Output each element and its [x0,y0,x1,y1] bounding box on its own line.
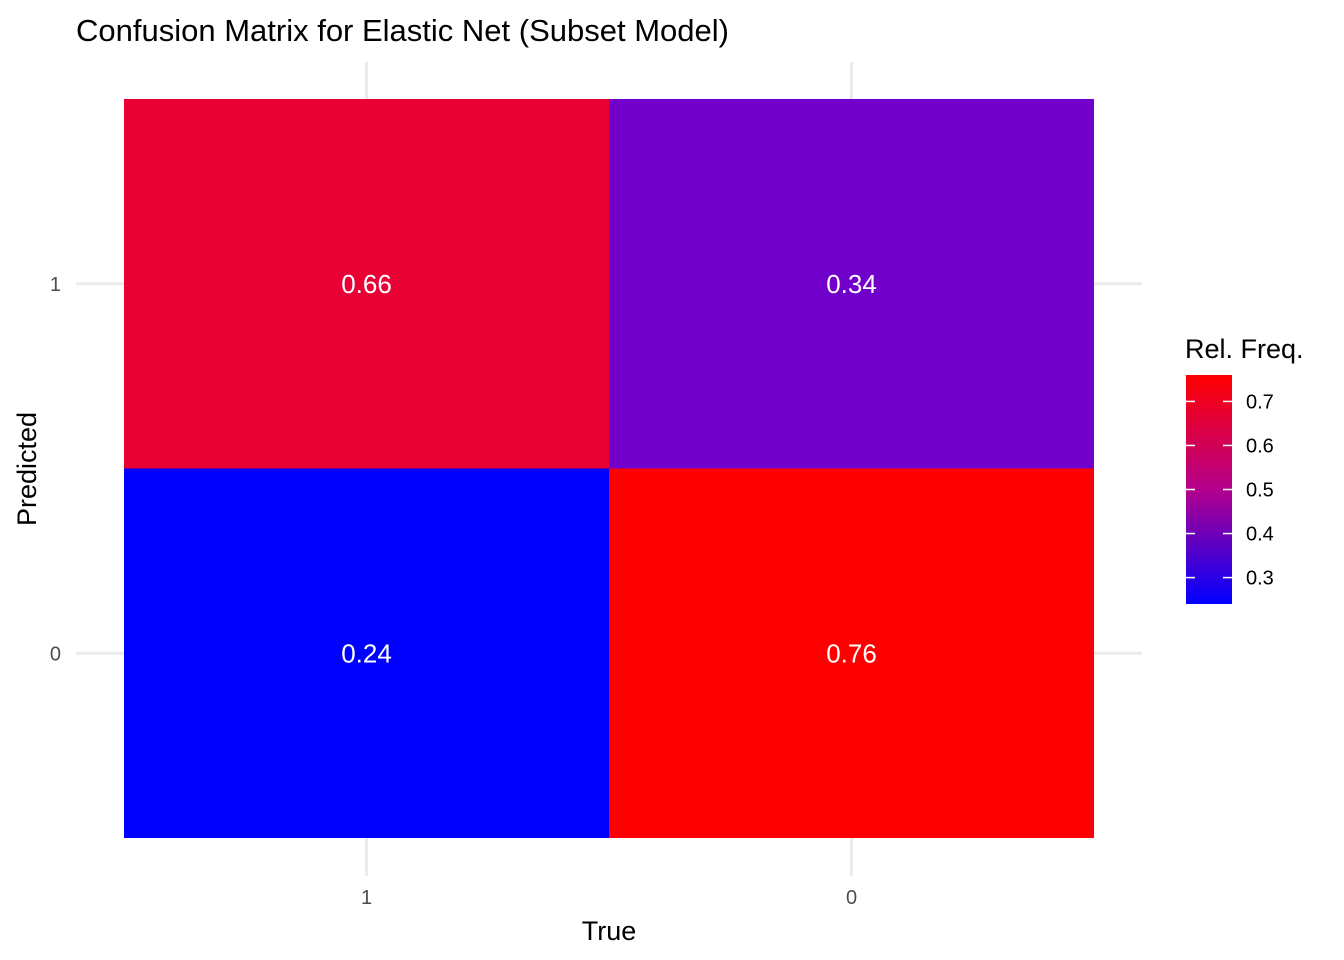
x-tick-label: 1 [361,887,372,909]
legend-tick-label: 0.5 [1246,480,1274,502]
legend: Rel. Freq. 0.3 0.4 0.5 0.6 0.7 [1185,334,1304,604]
legend-tick-label: 0.7 [1246,391,1274,413]
heatmap-cell [609,99,1094,469]
legend-tick-label: 0.3 [1246,568,1274,590]
legend-ticks: 0.3 0.4 0.5 0.6 0.7 [1186,391,1274,590]
legend-title: Rel. Freq. [1185,334,1304,364]
cell-value-label: 0.24 [341,638,392,668]
heatmap-cell [124,99,609,469]
y-tick-label: 1 [50,274,61,296]
legend-tick-label: 0.6 [1246,435,1274,457]
axis-ticks: 1 0 1 0 [50,274,857,909]
cell-value-label: 0.66 [341,269,392,299]
legend-tick-label: 0.4 [1246,524,1274,546]
heatmap-cell [124,468,609,838]
x-tick-label: 0 [846,887,857,909]
heatmap-cell [609,468,1094,838]
cell-value-label: 0.76 [826,638,877,668]
x-axis-title: True [582,916,637,946]
y-tick-label: 0 [50,643,61,665]
chart-title: Confusion Matrix for Elastic Net (Subset… [76,13,729,48]
cell-value-label: 0.34 [826,269,877,299]
heatmap-cells: 0.66 0.34 0.24 0.76 [124,99,1094,838]
y-axis-title: Predicted [12,412,42,526]
